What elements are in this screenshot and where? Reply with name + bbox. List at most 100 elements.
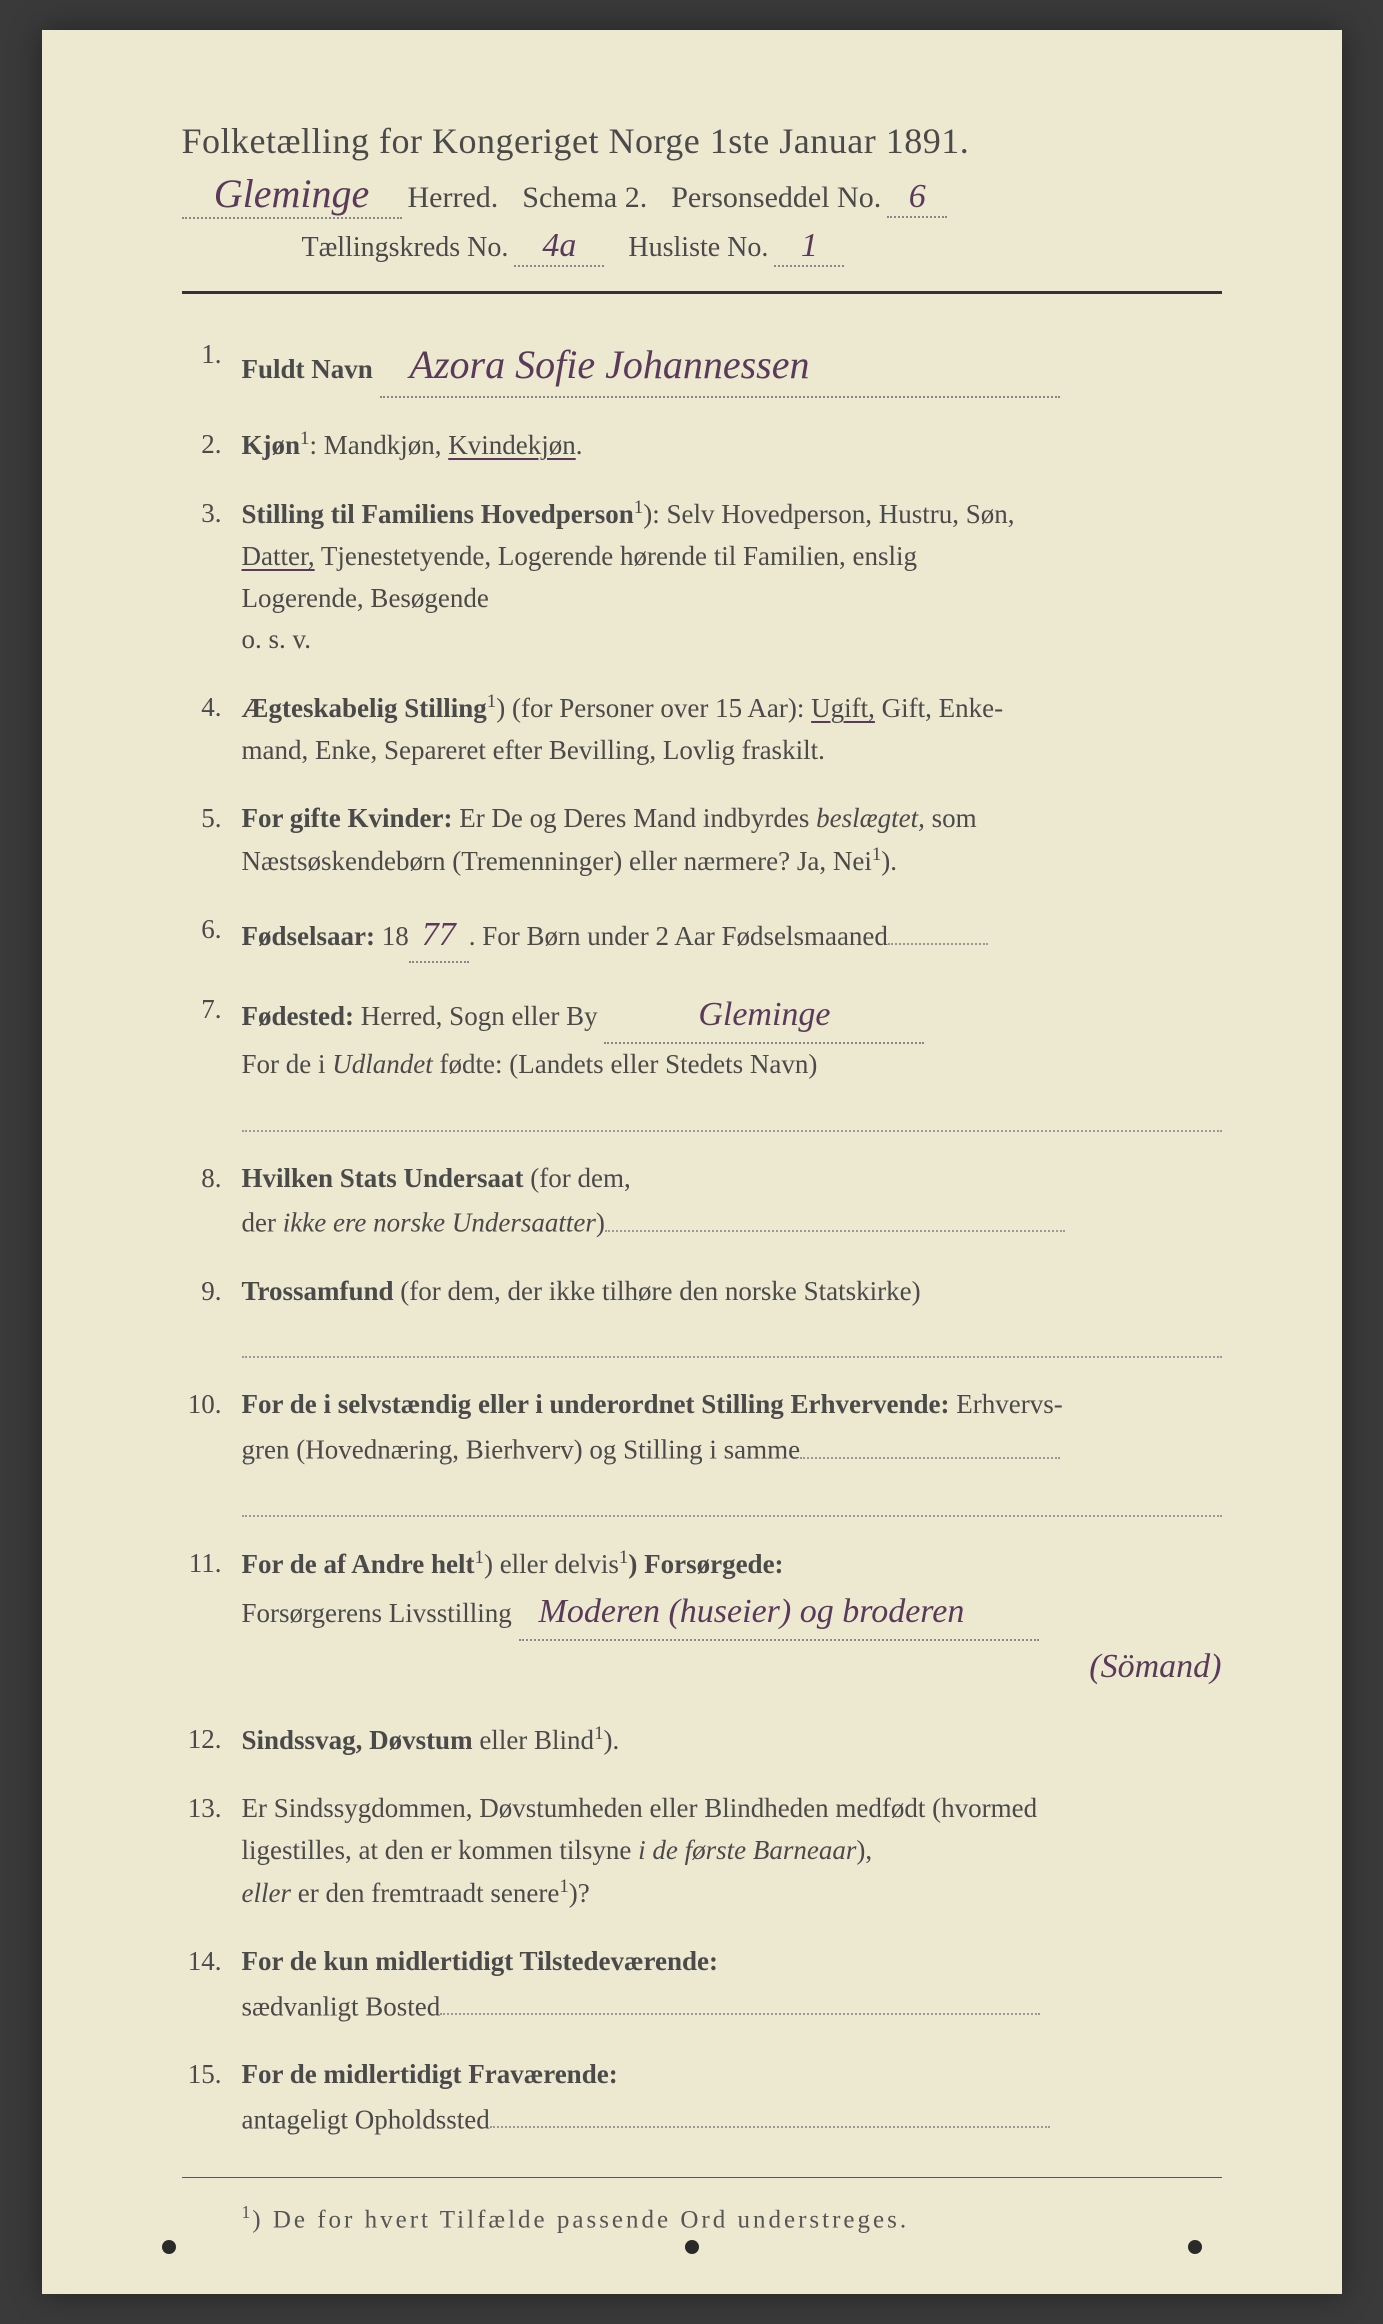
field-body: For de af Andre helt1) eller delvis1) Fo… <box>242 1543 1222 1693</box>
kreds-line: Tællingskreds No. 4a Husliste No. 1 <box>182 227 1222 267</box>
line3: Logerende, Besøgende <box>242 583 489 613</box>
text1: Herred, Sogn eller By <box>354 1001 598 1031</box>
line2-italic: ikke ere norske Undersaatter <box>283 1208 596 1238</box>
options-pre: : Mandkjøn, <box>309 430 448 460</box>
field-body: Ægteskabelig Stilling1) (for Personer ov… <box>242 687 1222 772</box>
suffix: )? <box>569 1878 590 1908</box>
field-body: Fødselsaar: 1877. For Børn under 2 Aar F… <box>242 909 1222 964</box>
field-num: 8. <box>182 1158 242 1200</box>
herred-line: Gleminge Herred. Schema 2. Personseddel … <box>182 170 1222 219</box>
suffix: ). <box>881 846 897 876</box>
line2: antageligt Opholdssted <box>242 2104 490 2134</box>
field-3: 3. Stilling til Familiens Hovedperson1):… <box>182 493 1222 661</box>
suffix: . <box>576 430 583 460</box>
blank-line-2 <box>242 1479 1222 1517</box>
field-body: Er Sindssygdommen, Døvstumheden eller Bl… <box>242 1788 1222 1915</box>
punch-hole-icon <box>685 2240 699 2254</box>
line2: mand, Enke, Separeret efter Bevilling, L… <box>242 735 825 765</box>
blank-line <box>605 1199 1065 1231</box>
italic1: beslægtet, <box>816 803 925 833</box>
footnote-text: ) De for hvert Tilfælde passende Ord und… <box>252 2206 909 2233</box>
field-10: 10. For de i selvstændig eller i underor… <box>182 1384 1222 1517</box>
line2: sædvanligt Bosted <box>242 1991 441 2021</box>
field-8: 8. Hvilken Stats Undersaat (for dem, der… <box>182 1158 1222 1245</box>
field-list: 1. Fuldt Navn Azora Sofie Johannessen 2.… <box>182 334 1222 2141</box>
field-5: 5. For gifte Kvinder: Er De og Deres Man… <box>182 798 1222 883</box>
line2-rest: Tjenestetyende, Logerende hørende til Fa… <box>315 541 917 571</box>
field-body: For gifte Kvinder: Er De og Deres Mand i… <box>242 798 1222 883</box>
husliste-value: 1 <box>774 227 844 267</box>
field-body: Trossamfund (for dem, der ikke tilhøre d… <box>242 1271 1222 1359</box>
field-num: 10. <box>182 1384 242 1426</box>
selected-option: Ugift, <box>811 693 875 723</box>
text1: Er Sindssygdommen, Døvstumheden eller Bl… <box>242 1793 1038 1823</box>
line2-pre: For de i <box>242 1049 333 1079</box>
field-body: Sindssvag, Døvstum eller Blind1). <box>242 1719 1222 1762</box>
field-4: 4. Ægteskabelig Stilling1) (for Personer… <box>182 687 1222 772</box>
footnote: 1) De for hvert Tilfælde passende Ord un… <box>182 2202 1222 2234</box>
field-13: 13. Er Sindssygdommen, Døvstumheden elle… <box>182 1788 1222 1915</box>
header-divider <box>182 291 1222 294</box>
field-body: For de i selvstændig eller i underordnet… <box>242 1384 1222 1517</box>
personseddel-label: Personseddel No. <box>671 181 881 215</box>
sup1: 1 <box>475 1547 484 1568</box>
field-label: Fødselsaar: <box>242 921 375 951</box>
field-num: 3. <box>182 493 242 535</box>
line2: gren (Hovednæring, Bierhverv) og Stillin… <box>242 1435 801 1465</box>
field-num: 15. <box>182 2054 242 2096</box>
field-label: Stilling til Familiens Hovedperson <box>242 499 634 529</box>
rest: Gift, Enke- <box>875 693 1003 723</box>
field-body: Fuldt Navn Azora Sofie Johannessen <box>242 334 1222 398</box>
field-11: 11. For de af Andre helt1) eller delvis1… <box>182 1543 1222 1693</box>
line2-pre: der <box>242 1208 283 1238</box>
sup: 1 <box>872 844 881 865</box>
field-12: 12. Sindssvag, Døvstum eller Blind1). <box>182 1719 1222 1762</box>
personseddel-value: 6 <box>887 178 947 218</box>
field-num: 4. <box>182 687 242 729</box>
husliste-label: Husliste No. <box>628 232 768 264</box>
blank-line <box>440 1983 1040 2015</box>
census-form-page: Folketælling for Kongeriget Norge 1ste J… <box>42 30 1342 2294</box>
herred-label: Herred. <box>408 181 499 215</box>
line3-post: er den fremtraadt senere <box>291 1878 559 1908</box>
sup2: 1 <box>619 1547 628 1568</box>
field-body: For de midlertidigt Fraværende: antageli… <box>242 2054 1222 2141</box>
kreds-label: Tællingskreds No. <box>302 232 509 264</box>
line2-post: ), <box>856 1835 872 1865</box>
field-label: Fuldt Navn <box>242 354 373 384</box>
line1: ): Selv Hovedperson, Hustru, Søn, <box>643 499 1014 529</box>
text: eller Blind <box>473 1725 594 1755</box>
born-label: . For Børn under 2 Aar Fødselsmaaned <box>469 921 888 951</box>
suffix: ). <box>604 1725 620 1755</box>
herred-value: Gleminge <box>182 170 402 219</box>
field-label: Ægteskabelig Stilling <box>242 693 487 723</box>
kreds-value: 4a <box>514 227 604 267</box>
field-7: 7. Fødested: Herred, Sogn eller By Glemi… <box>182 989 1222 1131</box>
field-num: 5. <box>182 798 242 840</box>
field-15: 15. For de midlertidigt Fraværende: anta… <box>182 2054 1222 2141</box>
field-label: For de i selvstændig eller i underordnet… <box>242 1389 950 1419</box>
field-num: 13. <box>182 1788 242 1830</box>
field-num: 11. <box>182 1543 242 1585</box>
pre: ) (for Personer over 15 Aar): <box>496 693 811 723</box>
month-blank <box>888 912 988 944</box>
text1: (for dem, <box>524 1163 631 1193</box>
text1: Er De og Deres Mand indbyrdes <box>452 803 816 833</box>
text2: som <box>925 803 977 833</box>
field-num: 12. <box>182 1719 242 1761</box>
field-num: 2. <box>182 424 242 466</box>
field-body: Kjøn1: Mandkjøn, Kvindekjøn. <box>242 424 1222 467</box>
selected-option: Datter, <box>242 541 315 571</box>
field-14: 14. For de kun midlertidigt Tilstedevære… <box>182 1941 1222 2028</box>
field-body: Stilling til Familiens Hovedperson1): Se… <box>242 493 1222 661</box>
line2-pre: ligestilles, at den er kommen tilsyne <box>242 1835 639 1865</box>
post: ) Forsørgede: <box>628 1549 783 1579</box>
blank-line <box>800 1426 1060 1458</box>
field-body: Hvilken Stats Undersaat (for dem, der ik… <box>242 1158 1222 1245</box>
field-label: Hvilken Stats Undersaat <box>242 1163 524 1193</box>
sup: 1 <box>634 497 643 518</box>
field-label: For de af Andre helt <box>242 1549 475 1579</box>
year-prefix: 18 <box>375 921 409 951</box>
field-1: 1. Fuldt Navn Azora Sofie Johannessen <box>182 334 1222 398</box>
line3-italic: eller <box>242 1878 291 1908</box>
